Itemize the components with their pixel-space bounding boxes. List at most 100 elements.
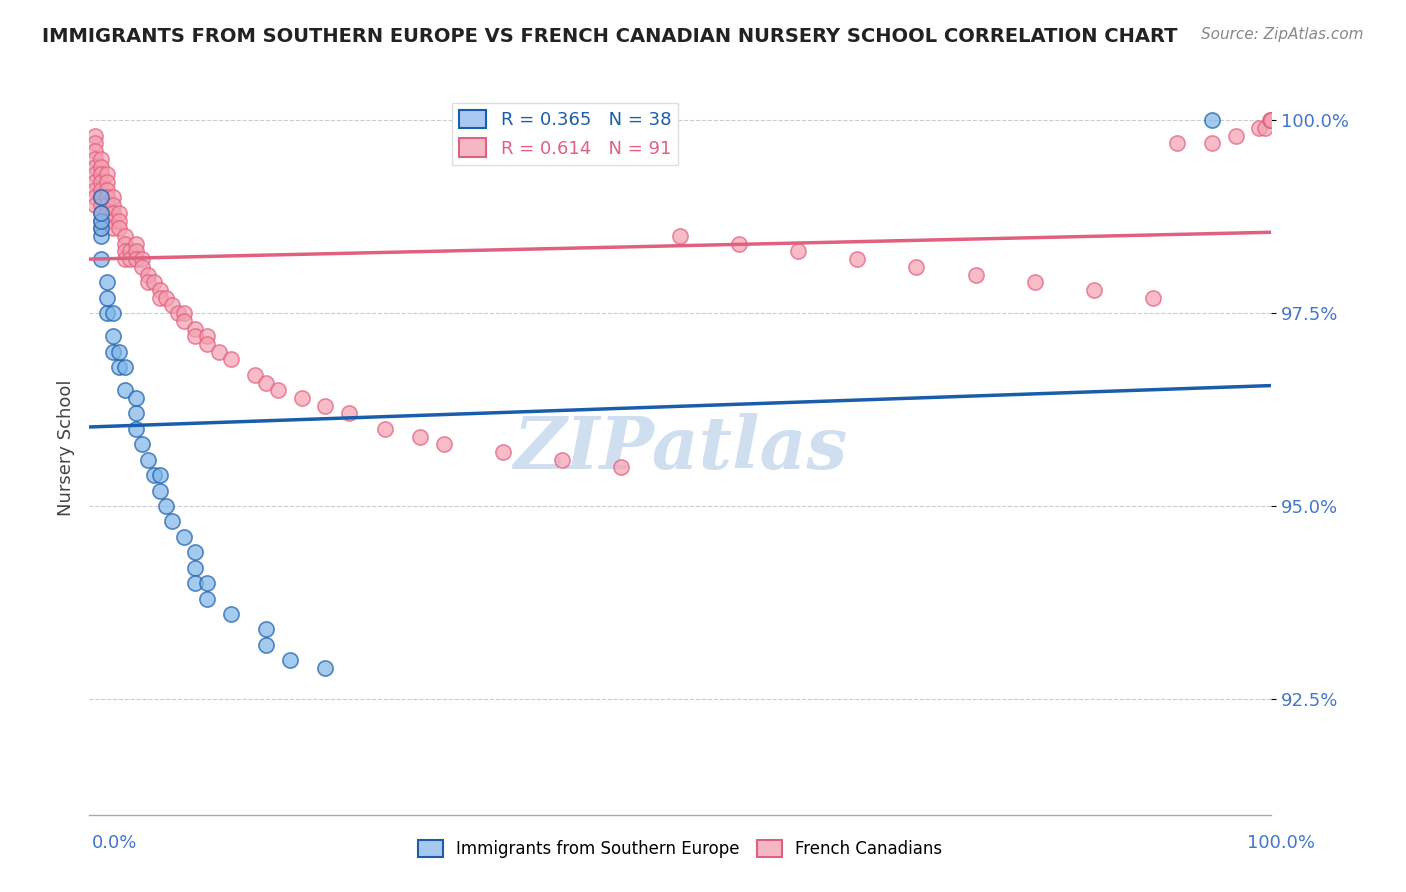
Point xyxy=(409,429,432,443)
Point xyxy=(114,384,136,398)
Point xyxy=(96,183,118,197)
Point xyxy=(905,260,928,274)
Point xyxy=(173,314,195,328)
Point xyxy=(149,468,172,483)
Point xyxy=(160,298,183,312)
Point xyxy=(314,661,336,675)
Point xyxy=(96,213,118,227)
Point xyxy=(254,623,277,637)
Point xyxy=(1201,136,1223,151)
Point xyxy=(184,545,207,559)
Point xyxy=(195,576,218,591)
Point xyxy=(149,483,172,498)
Point xyxy=(195,337,218,351)
Point xyxy=(1249,121,1271,136)
Point xyxy=(143,276,166,290)
Point xyxy=(1166,136,1188,151)
Point xyxy=(96,276,118,290)
Point xyxy=(101,221,124,235)
Point xyxy=(433,437,456,451)
Point xyxy=(107,344,129,359)
Point xyxy=(84,190,107,204)
Point xyxy=(125,407,148,421)
Point xyxy=(669,229,692,244)
Point xyxy=(1254,121,1277,136)
Text: 100.0%: 100.0% xyxy=(1247,834,1315,852)
Point xyxy=(136,452,159,467)
Point xyxy=(90,252,112,267)
Point xyxy=(846,252,869,267)
Point xyxy=(1201,113,1223,128)
Point xyxy=(90,175,112,189)
Text: IMMIGRANTS FROM SOUTHERN EUROPE VS FRENCH CANADIAN NURSERY SCHOOL CORRELATION CH: IMMIGRANTS FROM SOUTHERN EUROPE VS FRENC… xyxy=(42,27,1178,45)
Point xyxy=(90,190,112,204)
Point xyxy=(184,576,207,591)
Point xyxy=(125,252,148,267)
Point xyxy=(96,167,118,181)
Point xyxy=(131,260,153,274)
Point xyxy=(96,198,118,212)
Point xyxy=(184,321,207,335)
Point xyxy=(84,167,107,181)
Point xyxy=(374,422,396,436)
Point xyxy=(114,236,136,251)
Point xyxy=(267,384,290,398)
Point xyxy=(155,499,177,513)
Y-axis label: Nursery School: Nursery School xyxy=(58,380,75,516)
Point xyxy=(101,213,124,227)
Point xyxy=(90,167,112,181)
Point xyxy=(314,399,336,413)
Point xyxy=(101,190,124,204)
Point xyxy=(166,306,188,320)
Point xyxy=(125,244,148,259)
Point xyxy=(90,183,112,197)
Point xyxy=(90,152,112,166)
Text: ZIPatlas: ZIPatlas xyxy=(513,413,848,483)
Point xyxy=(125,236,148,251)
Point xyxy=(125,422,148,436)
Point xyxy=(551,452,574,467)
Point xyxy=(1142,291,1164,305)
Point xyxy=(219,607,242,621)
Point xyxy=(131,252,153,267)
Point xyxy=(219,352,242,367)
Point xyxy=(96,306,118,320)
Point xyxy=(107,206,129,220)
Point xyxy=(84,198,107,212)
Point xyxy=(208,344,231,359)
Point xyxy=(337,407,360,421)
Point xyxy=(90,221,112,235)
Point xyxy=(114,244,136,259)
Point xyxy=(184,329,207,343)
Point xyxy=(131,437,153,451)
Point xyxy=(278,653,301,667)
Point xyxy=(84,152,107,166)
Point xyxy=(173,530,195,544)
Point xyxy=(184,560,207,574)
Point xyxy=(155,291,177,305)
Point xyxy=(90,213,112,227)
Point xyxy=(254,638,277,652)
Point xyxy=(728,236,751,251)
Point xyxy=(96,175,118,189)
Point xyxy=(107,221,129,235)
Point xyxy=(291,391,314,405)
Point xyxy=(90,160,112,174)
Point xyxy=(1258,113,1281,128)
Point xyxy=(173,306,195,320)
Point xyxy=(120,244,142,259)
Point xyxy=(136,276,159,290)
Text: Source: ZipAtlas.com: Source: ZipAtlas.com xyxy=(1201,27,1364,42)
Point xyxy=(160,515,183,529)
Point xyxy=(107,360,129,375)
Point xyxy=(84,160,107,174)
Point xyxy=(90,206,112,220)
Point xyxy=(610,460,633,475)
Point xyxy=(143,468,166,483)
Point xyxy=(84,183,107,197)
Point xyxy=(101,329,124,343)
Point xyxy=(492,445,515,459)
Point xyxy=(125,391,148,405)
Point xyxy=(101,344,124,359)
Point xyxy=(96,291,118,305)
